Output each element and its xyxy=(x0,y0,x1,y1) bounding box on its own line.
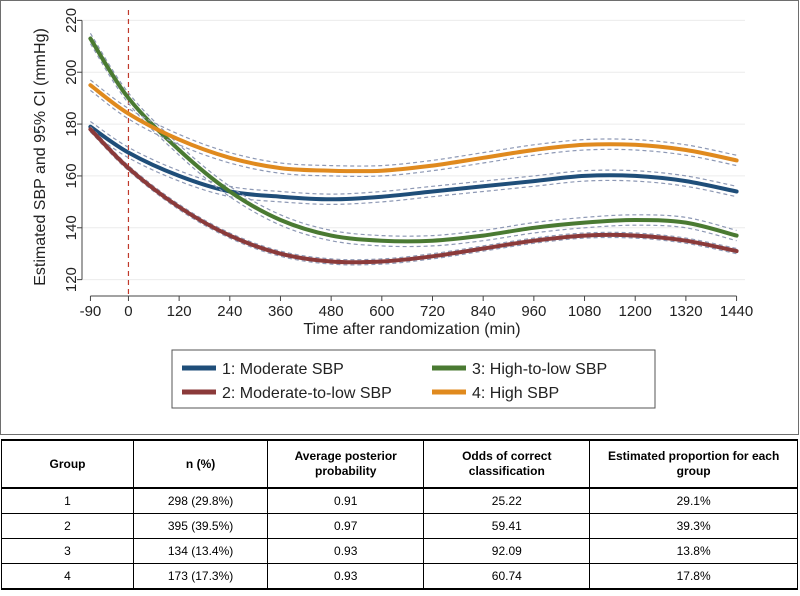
table-cell: 59.41 xyxy=(423,513,591,539)
series-layer xyxy=(88,32,739,266)
table-header-cell: n (%) xyxy=(133,439,269,489)
table-cell: 4 xyxy=(0,563,135,590)
series-line-2 xyxy=(88,127,739,265)
table-cell: 134 (13.4%) xyxy=(133,538,269,564)
table-header-cell: Odds of correct classification xyxy=(423,439,591,489)
y-tick-label: 180 xyxy=(63,112,80,137)
x-tick-label: 480 xyxy=(319,303,344,320)
table-header-cell: Estimated proportion for each group xyxy=(589,439,798,489)
series-line-4 xyxy=(88,83,739,174)
chart-svg: 120 140 160 180 200 220 -90 0 120 240 360 480 600 720… xyxy=(0,0,799,435)
table-cell: 395 (39.5%) xyxy=(133,513,269,539)
table-header-cell: Average posterior probability xyxy=(267,439,425,489)
table-cell: 92.09 xyxy=(423,538,591,564)
series-group-1 xyxy=(88,121,739,206)
ci-lower-line-1 xyxy=(90,131,737,206)
grid-layer xyxy=(82,19,745,281)
y-tick-label: 120 xyxy=(63,267,80,292)
table-cell: 13.8% xyxy=(589,538,798,564)
table-cell: 0.91 xyxy=(267,487,425,514)
ci-lower-line-2 xyxy=(89,131,737,266)
table-cell: 60.74 xyxy=(423,563,591,590)
y-tick-label: 140 xyxy=(63,215,80,240)
table-cell: 2 xyxy=(0,513,135,539)
y-tick-label: 160 xyxy=(63,163,80,188)
table-cell: 17.8% xyxy=(589,563,798,590)
x-tick-label: 600 xyxy=(369,303,394,320)
x-tick-label: 1200 xyxy=(619,303,652,320)
x-tick-label: 720 xyxy=(420,303,445,320)
ci-upper-line-1 xyxy=(90,121,737,195)
series-line-1 xyxy=(88,124,739,202)
x-tick-label: 1320 xyxy=(669,303,702,320)
series-group-4 xyxy=(88,79,739,178)
table-row: 3 134 (13.4%) 0.93 92.09 13.8% xyxy=(0,538,798,564)
x-tick-label: 240 xyxy=(217,303,242,320)
x-tick-label: 120 xyxy=(167,303,192,320)
table-cell: 298 (29.8%) xyxy=(133,487,269,514)
legend-label-1: 1: Moderate SBP xyxy=(222,361,344,378)
table-row: 1 298 (29.8%) 0.91 25.22 29.1% xyxy=(0,487,798,514)
table-cell: 25.22 xyxy=(423,487,591,514)
table-row: 2 395 (39.5%) 0.97 59.41 39.3% xyxy=(0,513,798,539)
x-tick-label: 960 xyxy=(521,303,546,320)
table-cell: 0.93 xyxy=(267,538,425,564)
legend-box xyxy=(171,349,656,409)
series-group-3 xyxy=(88,32,739,248)
x-tick-label: 1080 xyxy=(568,303,601,320)
ci-upper-line-4 xyxy=(90,79,737,167)
series-group-2 xyxy=(88,126,739,266)
ci-lower-line-4 xyxy=(90,89,737,178)
x-tick-label: 1440 xyxy=(720,303,753,320)
x-tick-label: 840 xyxy=(471,303,496,320)
x-tick-label: -90 xyxy=(80,303,102,320)
legend-label-4: 4: High SBP xyxy=(472,385,559,402)
group-summary-table-wrap: Group n (%) Average posterior probability O… xyxy=(0,439,800,590)
x-axis-label: Time after randomization (min) xyxy=(303,321,520,338)
sbp-trajectory-chart: 120 140 160 180 200 220 -90 0 120 240 360 480 600 720… xyxy=(0,0,799,435)
y-tick-label: 200 xyxy=(63,60,80,85)
x-tick-label: 360 xyxy=(268,303,293,320)
table-cell: 39.3% xyxy=(589,513,798,539)
x-tick-label: 0 xyxy=(124,303,132,320)
ci-upper-line-3 xyxy=(89,32,737,237)
table-header-row: Group n (%) Average posterior probability O… xyxy=(0,439,798,489)
table-cell: 173 (17.3%) xyxy=(133,563,269,590)
table-cell: 0.93 xyxy=(267,563,425,590)
group-summary-table: Group n (%) Average posterior probability O… xyxy=(0,439,798,590)
y-axis-label: Estimated SBP and 95% CI (mmHg) xyxy=(32,28,49,286)
y-tick-label: 220 xyxy=(63,8,80,33)
ci-upper-line-2 xyxy=(89,126,737,261)
table-body: 1 298 (29.8%) 0.91 25.22 29.1% 2 395 (39.5%) 0.… xyxy=(0,487,798,590)
table-header-cell: Group xyxy=(0,439,135,489)
axes-layer: 120 140 160 180 200 220 -90 0 120 240 360 480 600 720… xyxy=(63,8,753,320)
legend: 1: Moderate SBP 2: Moderate-to-low SBP 3: … xyxy=(171,349,656,409)
series-line-3 xyxy=(88,36,739,244)
table-cell: 29.1% xyxy=(589,487,798,514)
table-cell: 1 xyxy=(0,487,135,514)
ci-lower-line-3 xyxy=(89,43,737,248)
table-cell: 3 xyxy=(0,538,135,564)
table-row: 4 173 (17.3%) 0.93 60.74 17.8% xyxy=(0,563,798,590)
legend-label-3: 3: High-to-low SBP xyxy=(472,361,607,378)
legend-label-2: 2: Moderate-to-low SBP xyxy=(222,385,392,402)
table-cell: 0.97 xyxy=(267,513,425,539)
